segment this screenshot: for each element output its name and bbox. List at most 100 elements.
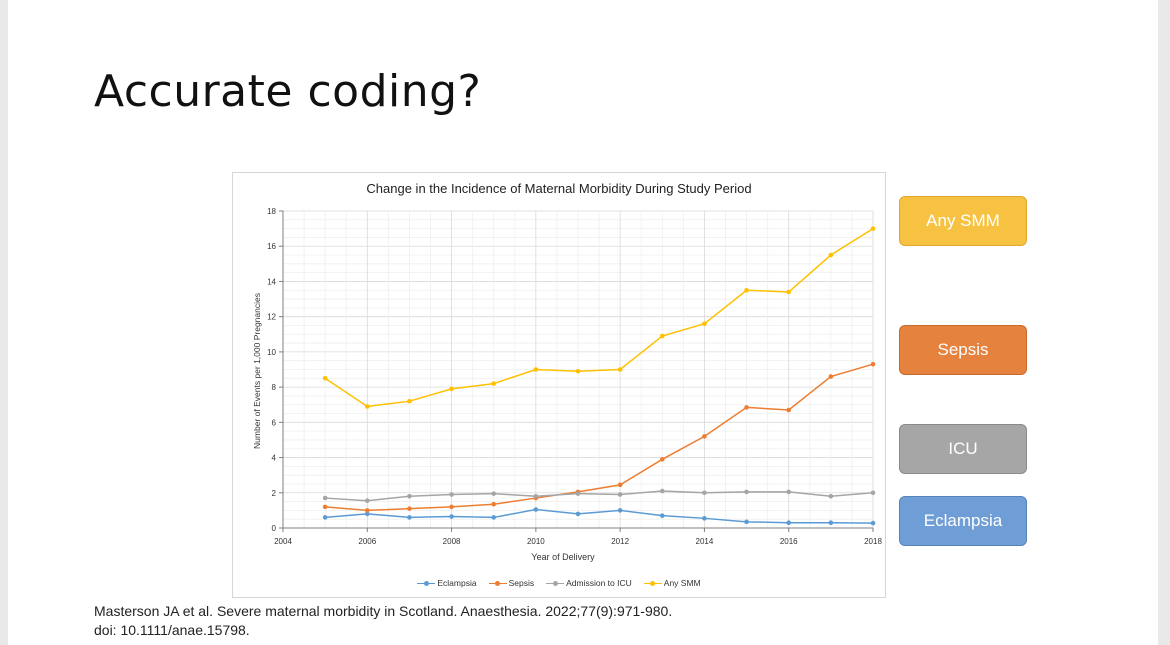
data-point-admission-to-icu — [617, 492, 623, 497]
data-point-sepsis — [744, 405, 749, 410]
data-point-eclampsia — [870, 520, 876, 526]
y-tick-label: 2 — [272, 489, 277, 498]
legend-swatch — [546, 579, 565, 587]
legend-swatch — [643, 579, 662, 587]
y-tick-label: 8 — [272, 383, 277, 392]
data-point-any-smm — [659, 333, 665, 339]
data-point-admission-to-icu — [870, 490, 876, 496]
data-point-sepsis — [617, 482, 623, 488]
category-box-eclampsia: Eclampsia — [899, 496, 1027, 546]
data-point-eclampsia — [322, 515, 328, 520]
y-tick-label: 16 — [267, 242, 276, 251]
x-tick-label: 2018 — [864, 537, 882, 546]
y-tick-label: 14 — [267, 277, 276, 286]
data-point-any-smm — [533, 367, 539, 372]
slide: Accurate coding? Change in the Incidence… — [8, 0, 1158, 645]
data-point-sepsis — [322, 504, 328, 510]
data-point-eclampsia — [575, 511, 581, 517]
data-point-eclampsia — [407, 515, 412, 520]
data-point-sepsis — [786, 407, 792, 413]
category-box-sepsis: Sepsis — [899, 325, 1027, 375]
series-line-sepsis — [325, 363, 874, 512]
data-point-any-smm — [617, 367, 623, 372]
data-point-eclampsia — [786, 520, 792, 526]
chart-title: Change in the Incidence of Maternal Morb… — [366, 181, 752, 196]
x-tick-label: 2004 — [274, 537, 292, 546]
legend-swatch — [417, 579, 436, 587]
data-point-any-smm — [786, 289, 792, 295]
data-point-admission-to-icu — [702, 490, 707, 496]
data-point-any-smm — [491, 381, 497, 386]
y-tick-label: 4 — [272, 454, 277, 463]
data-point-admission-to-icu — [575, 491, 581, 496]
legend-label: Sepsis — [508, 578, 535, 588]
series-line-eclampsia — [325, 508, 874, 524]
data-point-admission-to-icu — [828, 494, 834, 499]
data-point-sepsis — [870, 361, 876, 367]
data-point-admission-to-icu — [322, 495, 328, 501]
data-point-admission-to-icu — [533, 494, 539, 499]
data-point-admission-to-icu — [364, 498, 370, 504]
data-point-any-smm — [364, 404, 370, 409]
data-point-eclampsia — [828, 520, 834, 526]
data-point-eclampsia — [659, 513, 665, 518]
legend-swatch — [488, 579, 507, 587]
data-point-any-smm — [828, 252, 834, 258]
data-point-sepsis — [491, 501, 497, 507]
data-point-any-smm — [744, 287, 749, 293]
category-box-icu: ICU — [899, 424, 1027, 474]
legend-item: Any SMM — [643, 578, 701, 588]
line-chart: 0 2 4 6 8 10 12 14 16 18 2004 2006 2008 2010 2012 2014 2… — [252, 207, 882, 562]
data-point-admission-to-icu — [744, 489, 749, 495]
series-line-admission-to-icu — [325, 490, 874, 502]
data-point-eclampsia — [617, 508, 623, 513]
y-tick-label: 0 — [272, 524, 277, 533]
data-point-any-smm — [702, 321, 707, 327]
data-point-any-smm — [407, 398, 412, 404]
category-box-any-smm: Any SMM — [899, 196, 1027, 246]
citation: Masterson JA et al. Severe maternal morb… — [94, 602, 672, 640]
x-tick-label: 2016 — [780, 537, 798, 546]
y-tick-label: 10 — [267, 348, 276, 357]
data-point-sepsis — [449, 504, 454, 510]
legend-label: Admission to ICU — [566, 578, 632, 588]
series-lines — [322, 226, 876, 526]
legend-item: Eclampsia — [417, 578, 477, 588]
citation-line-1: Masterson JA et al. Severe maternal morb… — [94, 603, 673, 619]
x-tick-label: 2008 — [443, 537, 461, 546]
citation-line-2: doi: 10.1111/anae.15798. — [94, 622, 250, 638]
slide-title: Accurate coding? — [94, 66, 482, 117]
series-line-any-smm — [324, 227, 874, 408]
data-point-sepsis — [828, 374, 834, 379]
data-point-any-smm — [449, 386, 454, 392]
y-tick-label: 6 — [272, 418, 277, 427]
x-tick-label: 2014 — [696, 537, 714, 546]
data-point-admission-to-icu — [449, 492, 454, 497]
x-tick-label: 2006 — [358, 537, 376, 546]
legend-label: Any SMM — [663, 578, 701, 588]
data-point-any-smm — [870, 226, 876, 231]
data-point-eclampsia — [744, 519, 749, 525]
data-point-admission-to-icu — [786, 489, 792, 495]
x-tick-label: 2012 — [611, 537, 629, 546]
x-axis-label: Year of Delivery — [531, 552, 595, 562]
y-tick-label: 12 — [267, 313, 276, 322]
x-tick-label: 2010 — [527, 537, 545, 546]
legend-label: Eclampsia — [437, 578, 477, 588]
data-point-sepsis — [407, 506, 412, 511]
data-point-admission-to-icu — [659, 488, 665, 494]
y-axis-label: Number of Events per 1,000 Pregnancies — [252, 293, 262, 449]
data-point-eclampsia — [449, 514, 454, 519]
chart-legend: Eclampsia Sepsis Admission to ICU Any SMM — [233, 578, 885, 588]
legend-item: Sepsis — [488, 578, 535, 588]
data-point-any-smm — [322, 376, 328, 381]
data-point-eclampsia — [491, 515, 497, 520]
data-point-sepsis — [702, 434, 707, 439]
data-point-eclampsia — [702, 516, 707, 521]
data-point-admission-to-icu — [407, 494, 412, 499]
data-point-sepsis — [364, 508, 370, 513]
axes: 0 2 4 6 8 10 12 14 16 18 2004 2006 2008 2010 2012 2014 2… — [267, 207, 882, 546]
data-point-eclampsia — [533, 507, 539, 512]
y-tick-label: 18 — [267, 207, 276, 216]
data-point-eclampsia — [364, 511, 370, 517]
